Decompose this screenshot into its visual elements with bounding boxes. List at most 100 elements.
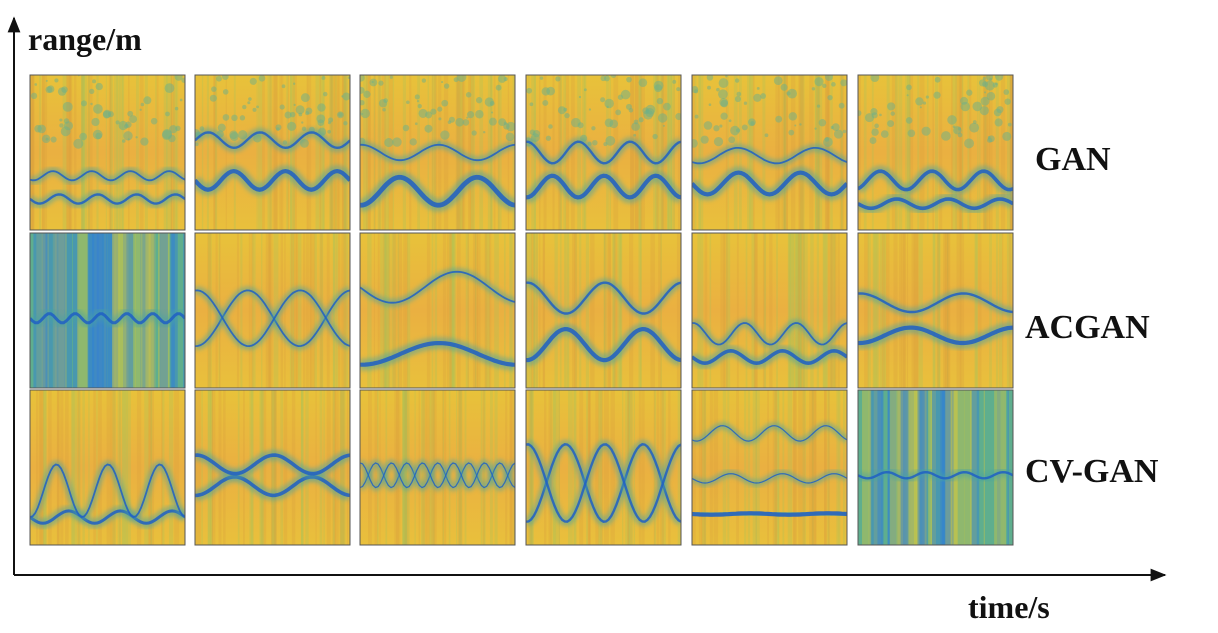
speckle [135,136,138,139]
streak [997,390,1001,545]
speckle [662,124,665,127]
streak [952,75,957,230]
speckle [465,92,472,98]
streak [528,390,533,545]
streak [995,75,999,230]
streak [959,75,963,230]
tile-border [29,232,186,389]
speckle [211,86,217,92]
streak [942,390,951,545]
streak [367,233,372,388]
streak [539,233,541,388]
trace [526,140,681,165]
speckle [548,124,553,129]
streak [948,390,953,545]
trace [360,270,515,304]
tile-border [194,389,351,546]
speckle [700,135,709,144]
speckle [756,86,760,90]
streak [699,75,704,230]
streak [237,390,240,545]
speckle [764,133,769,138]
streak [337,75,339,230]
streak [267,75,272,230]
streak [174,390,180,545]
streak [919,75,925,230]
streak [863,75,867,230]
streak [946,233,950,388]
streak [504,233,506,388]
streak [638,390,642,545]
speckle [90,102,93,106]
streak [208,390,210,545]
speckle [222,89,229,95]
streak [775,75,780,230]
streak [909,390,920,545]
speckle [162,128,173,139]
streak [387,233,391,388]
speckle [317,119,325,126]
streak [271,390,277,545]
speckle [406,100,410,105]
streak [380,233,383,388]
speckle [41,134,51,144]
speckle [440,130,450,140]
streak [782,390,785,545]
speckle [389,75,393,79]
streak [382,233,387,388]
streak [800,233,805,388]
speckle [775,115,783,123]
row-label: CV-GAN [1025,453,1159,490]
streak [509,233,512,388]
speckle [63,118,70,124]
speckle [708,103,712,107]
speckle [179,98,183,102]
tile [30,75,185,230]
speckle [293,103,296,106]
streak [406,233,411,388]
streak [944,233,948,388]
streak [488,233,492,388]
speckle [748,118,756,127]
streak [677,75,680,230]
streak [87,233,95,388]
speckle [125,121,132,128]
speckle [1004,98,1011,105]
streak [986,75,990,230]
speckle [301,121,304,124]
streak [456,233,461,388]
streak [595,390,600,545]
speckle [37,124,46,134]
streak [841,75,843,230]
streak [121,390,127,545]
speckle [879,113,882,117]
streak [891,75,897,230]
streak [794,233,799,388]
speckle [728,119,732,123]
speckle [718,78,729,88]
speckle [906,84,912,91]
streak [474,233,477,388]
speckle [824,75,833,81]
streak [388,233,390,388]
streak [483,390,486,545]
streak [339,390,345,545]
streak [983,390,985,545]
speckle [786,91,791,96]
streak [939,75,943,230]
speckle [392,137,402,147]
streak [947,233,949,388]
streak [797,233,802,388]
streak [315,75,320,230]
streak [335,75,341,230]
streak [898,75,902,230]
streak [659,75,664,230]
streak [155,75,157,230]
streak [744,390,747,545]
streak [726,233,731,388]
trace [692,348,847,366]
streak [840,75,843,230]
speckle [45,86,53,94]
speckle [321,76,326,80]
streak [947,233,951,388]
